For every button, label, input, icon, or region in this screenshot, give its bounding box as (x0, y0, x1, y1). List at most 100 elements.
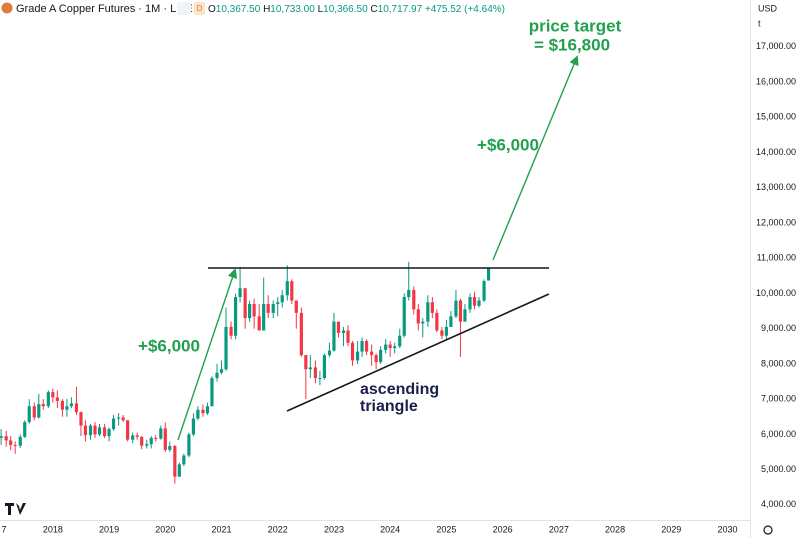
candle-body (131, 435, 135, 440)
candle-body (276, 302, 280, 305)
candle-body (196, 409, 200, 419)
candle-body (384, 344, 388, 350)
y-tick-label: 14,000.00 (756, 147, 796, 157)
candle-body (290, 281, 294, 301)
candle-body (224, 326, 228, 370)
annotation: = $16,800 (534, 35, 610, 54)
y-tick-label: 5,000.00 (761, 464, 796, 474)
candle-body (299, 312, 303, 356)
y-tick-label: 4,000.00 (761, 499, 796, 509)
ohlc-key: C (370, 4, 377, 15)
annotation: +$6,000 (138, 336, 200, 355)
x-tick-label: 2023 (324, 524, 344, 534)
x-tick-label: 2030 (717, 524, 737, 534)
candle-body (37, 404, 41, 418)
candle-body (149, 437, 153, 445)
candle-body (341, 330, 346, 333)
arrow (492, 55, 579, 261)
candle-body (463, 309, 467, 322)
candle-body (327, 350, 332, 356)
y-tick-label: 10,000.00 (756, 288, 796, 298)
candle-body (140, 436, 144, 446)
candle-body (32, 406, 36, 418)
candle-body (83, 425, 88, 436)
candle-body (233, 296, 238, 336)
candle-body (168, 446, 172, 450)
candle-body (135, 435, 139, 437)
candle-body (65, 406, 69, 410)
x-tick-label: 2028 (605, 524, 625, 534)
candle-body (332, 321, 336, 351)
candle-body (430, 302, 434, 313)
candle-body (266, 304, 270, 313)
candle-body (322, 355, 326, 379)
candle-body (126, 420, 130, 440)
candle-body (364, 341, 369, 352)
candle-body (88, 425, 93, 436)
candle-body (374, 355, 378, 363)
candle-body (308, 367, 312, 370)
x-tick-label: 2029 (661, 524, 681, 534)
logo[interactable] (5, 503, 26, 515)
candle-body (294, 300, 298, 313)
candle-body (379, 349, 383, 363)
y-tick-label: 11,000.00 (757, 253, 796, 263)
candle-body (173, 446, 177, 477)
candle-body (435, 312, 439, 331)
annotation: +$6,000 (477, 135, 539, 154)
y-tick-label: 8,000.00 (761, 358, 796, 368)
candle-body (9, 440, 13, 445)
candle-body (93, 425, 97, 435)
candle-body (336, 321, 341, 333)
candle-body (407, 289, 411, 297)
y-tick-label: 9,000.00 (761, 323, 796, 333)
candle-body (472, 296, 477, 306)
candle-body (402, 296, 406, 336)
candle-body (388, 344, 392, 349)
candle-body (121, 417, 125, 421)
x-tick-label: 2027 (549, 524, 569, 534)
candle-body (426, 302, 430, 322)
candle-body (201, 409, 205, 414)
currency[interactable]: USD (758, 3, 778, 13)
candle-body (416, 309, 420, 324)
candle-body (55, 397, 59, 401)
candle-body (257, 316, 261, 331)
candle-body (355, 351, 360, 361)
candle-body (360, 341, 364, 352)
candle-body (0, 436, 3, 438)
x-tick-label: 2019 (99, 524, 119, 534)
candle-body (248, 304, 252, 319)
scale-mode[interactable]: t (758, 18, 761, 28)
candle-body (117, 417, 121, 419)
candle-body (154, 437, 158, 439)
badge-box (194, 2, 205, 15)
y-tick-label: 13,000.00 (756, 182, 796, 192)
settings-icon[interactable] (763, 525, 773, 535)
candle-body (482, 281, 486, 301)
candle-body (163, 428, 167, 450)
x-tick-label: 2021 (211, 524, 231, 534)
candle-body (69, 403, 73, 407)
candle-body (111, 418, 116, 430)
candle-body (13, 444, 17, 446)
visibility-toggle[interactable] (177, 2, 191, 15)
candle-body (60, 400, 64, 410)
symbol-title[interactable]: Grade A Copper Futures · 1M · LME (16, 3, 193, 15)
candle-body (412, 289, 416, 310)
candle-body (477, 300, 481, 306)
symbol-icon (1, 2, 13, 14)
plot-area (0, 261, 491, 484)
candle-body (18, 436, 22, 446)
x-tick-label: 2022 (268, 524, 288, 534)
x-tick-label: 2025 (436, 524, 456, 534)
candle-body (79, 412, 83, 426)
y-tick-label: 16,000.00 (756, 76, 796, 86)
candle-body (454, 300, 458, 317)
candle-body (318, 378, 322, 380)
candle-body (350, 342, 355, 361)
x-tick-label: 2018 (43, 524, 63, 534)
candle-body (145, 444, 149, 446)
